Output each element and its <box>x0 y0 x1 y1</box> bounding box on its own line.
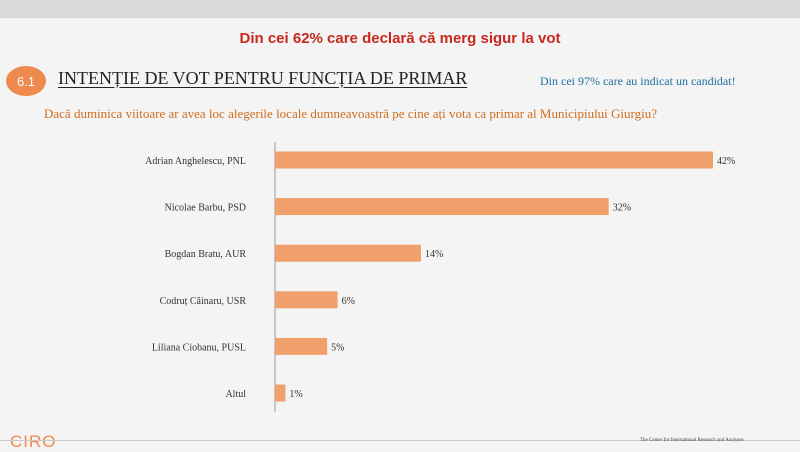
bar <box>275 151 713 169</box>
value-label: 6% <box>342 296 355 307</box>
value-label: 5% <box>331 342 344 353</box>
category-label: Bogdan Bratu, AUR <box>165 249 247 260</box>
section-title: INTENȚIE DE VOT PENTRU FUNCȚIA DE PRIMAR <box>58 68 468 88</box>
bar <box>275 198 609 216</box>
bar <box>275 337 328 355</box>
bar <box>275 291 338 309</box>
category-label: Codruț Căinaru, USR <box>160 296 247 307</box>
bar <box>275 244 421 262</box>
survey-question: Dacă duminica viitoare ar avea loc alege… <box>44 106 658 121</box>
value-label: 1% <box>289 389 302 400</box>
category-label: Adrian Anghelescu, PNL <box>145 156 246 167</box>
category-label: Altul <box>225 389 246 400</box>
respondent-note: Din cei 97% care au indicat un candidat! <box>540 74 736 88</box>
headline: Din cei 62% care declară că merg sigur l… <box>239 30 561 47</box>
section-number-badge: 6.1 <box>6 66 46 96</box>
category-label: Nicolae Barbu, PSD <box>165 203 246 214</box>
category-label: Liliana Ciobanu, PUSL <box>152 342 246 353</box>
footer-text: The Center for International Research an… <box>640 438 744 443</box>
top-bar <box>0 0 800 18</box>
footer-divider <box>0 440 800 441</box>
value-label: 32% <box>613 203 631 214</box>
value-label: 42% <box>717 156 735 167</box>
bar <box>275 384 286 402</box>
value-label: 14% <box>425 249 443 260</box>
ciro-logo: CIRO <box>10 432 57 451</box>
